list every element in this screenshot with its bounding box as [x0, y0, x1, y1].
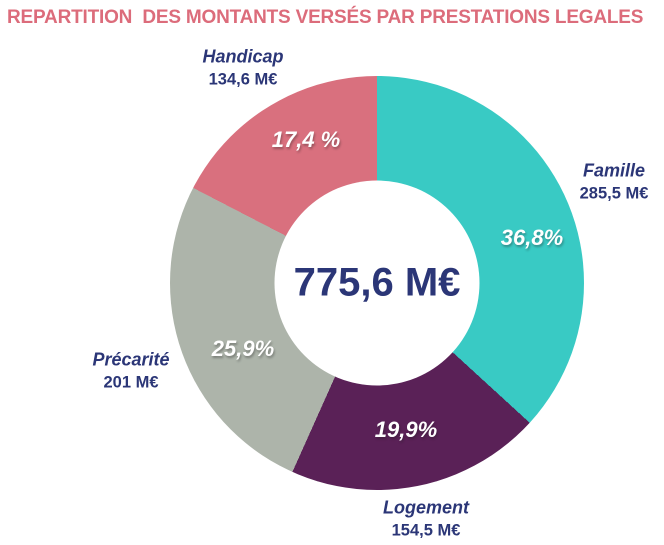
label-famille-amount: 285,5 M€ [579, 184, 649, 203]
label-famille-name: Famille [582, 160, 646, 181]
label-famille: Famille 285,5 M€ [580, 161, 649, 204]
center-total-value: 775,6 M€ [293, 260, 461, 305]
label-logement: Logement 154,5 M€ [383, 498, 469, 541]
slice-pct-precarite: 25,9% [211, 336, 275, 361]
label-precarite-name: Précarité [92, 349, 170, 370]
slice-pct-handicap: 17,4 % [271, 127, 341, 152]
chart-title: REPARTITION DES MONTANTS VERSÉS PAR PRES… [7, 7, 644, 28]
slice-pct-famille: 36,8% [500, 225, 564, 250]
donut-chart: 775,6 M€ [170, 76, 584, 490]
label-handicap: Handicap 134,6 M€ [202, 47, 283, 90]
label-precarite-amount: 201 M€ [103, 373, 159, 392]
label-precarite: Précarité 201 M€ [92, 350, 169, 393]
label-handicap-name: Handicap [202, 46, 284, 67]
label-logement-amount: 154,5 M€ [391, 521, 461, 540]
donut-hole: 775,6 M€ [274, 180, 480, 386]
label-logement-name: Logement [382, 497, 470, 518]
label-handicap-amount: 134,6 M€ [208, 70, 278, 89]
slice-pct-logement: 19,9% [374, 417, 438, 442]
